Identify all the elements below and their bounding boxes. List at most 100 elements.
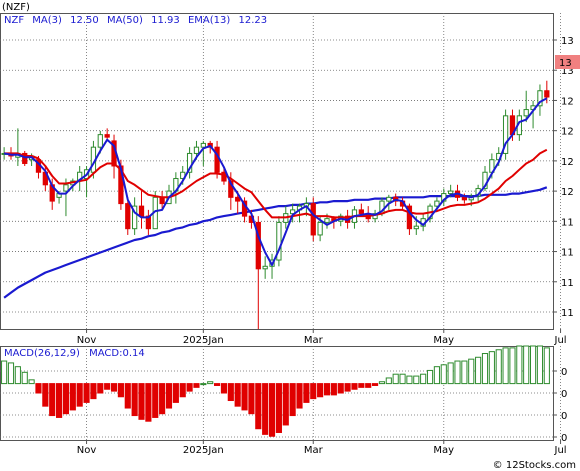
macd-bar [337,383,344,394]
macd-bar [248,383,255,415]
last-price-badge: 13 [559,58,572,69]
macd-bar [523,345,530,385]
legend-ma3-value: 12.50 [70,15,99,26]
macd-bar [344,383,351,392]
macd-bar [447,362,454,385]
candle-body [502,115,509,154]
macd-bar [14,366,21,385]
macd-bar [481,353,489,385]
candle-body [132,205,138,230]
macd-bar [186,383,193,392]
price-legend: NZF MA(3) 12.50 MA(50) 11.93 EMA(13) 12.… [4,15,267,26]
candle [537,84,543,116]
price-x-tick-label: Mar [304,335,324,346]
macd-bar [193,383,200,388]
candle-body [125,203,131,230]
candle-body [235,196,241,202]
candle-body [22,152,28,164]
candle-body [544,90,550,98]
macd-bar [42,383,49,407]
macd-histogram [1,345,550,437]
macd-bar [372,383,379,386]
candle [310,197,316,242]
macd-x-tick-label: Jul [554,445,567,456]
macd-bar [358,383,365,388]
macd-bar [440,364,447,385]
macd-x-tick-label: Mar [304,445,324,456]
macd-legend-label: MACD(26,12,9) [4,348,80,359]
price-y-tick-label: 11 [561,278,574,289]
price-y-tick-label: 12 [561,157,574,168]
macd-bar [138,383,145,420]
macd-bar [351,383,358,390]
price-y-tick-label: 12 [561,187,574,198]
candle [262,256,268,279]
macd-bar [1,360,8,385]
macd-bar [152,383,159,418]
price-y-tick-label: 13 [561,66,574,77]
legend-ma3-label: MA(3) [32,15,62,26]
macd-bar [255,383,262,430]
macd-bar [275,383,282,433]
price-y-tick-label: 11 [561,248,574,259]
price-x-tick-label: 2025Jan [183,335,224,346]
candle-body [193,146,200,154]
macd-bar [509,347,516,385]
candle [138,191,145,229]
macd-bar [502,347,509,385]
macd-bar [110,383,118,392]
macd-bar [413,375,420,385]
candle-body [406,205,413,230]
price-y-tick-label: 11 [561,308,574,319]
macd-y-ticks: 0 0 0 0 [553,367,567,444]
ma3-polyline [3,97,548,266]
macd-bar [426,369,434,385]
candle [22,150,28,166]
candle [523,90,529,123]
macd-bar [420,373,427,385]
macd-bar [385,377,392,385]
price-x-tick-label: Nov [77,335,97,346]
macd-bar [200,383,207,386]
ticker-label: (NZF) [2,2,30,13]
candle [132,197,138,235]
macd-bar [310,383,317,400]
candle-body [413,225,419,230]
candle-body [276,221,282,261]
candle-body [358,209,364,215]
candle-body [97,134,103,148]
macd-bar [454,360,461,385]
macd-bar [461,360,468,385]
macd-bar [56,383,63,418]
candle-body [63,184,69,192]
macd-bar [495,349,502,385]
candle-body [214,146,220,173]
price-y-tick-label: 12 [561,96,574,107]
candle-body [104,134,110,138]
macd-bar [296,383,303,409]
price-x-tick-label: Jul [554,335,567,346]
candle-body [317,221,323,236]
legend-ma50-value: 11.93 [151,15,180,26]
candle-body [255,221,261,270]
candle-body [324,218,330,223]
macd-bar [97,383,104,394]
macd-bar [7,362,15,385]
ema13-line [4,148,548,219]
macd-bar [76,383,83,407]
macd-bar [69,383,76,411]
macd-bar [406,375,413,385]
macd-bar [262,383,269,435]
candle-body [461,196,468,201]
macd-y-tick-label: 0 [561,389,567,400]
macd-bar [21,371,28,385]
candle [63,178,69,217]
macd-x-ticks: Nov2025JanMarMayJulSep [77,440,567,456]
candle-body [200,142,206,148]
macd-bar [234,383,241,407]
candle-body [537,90,543,107]
macd-bar [227,383,234,402]
macd-legend-value: MACD:0.14 [89,348,145,359]
